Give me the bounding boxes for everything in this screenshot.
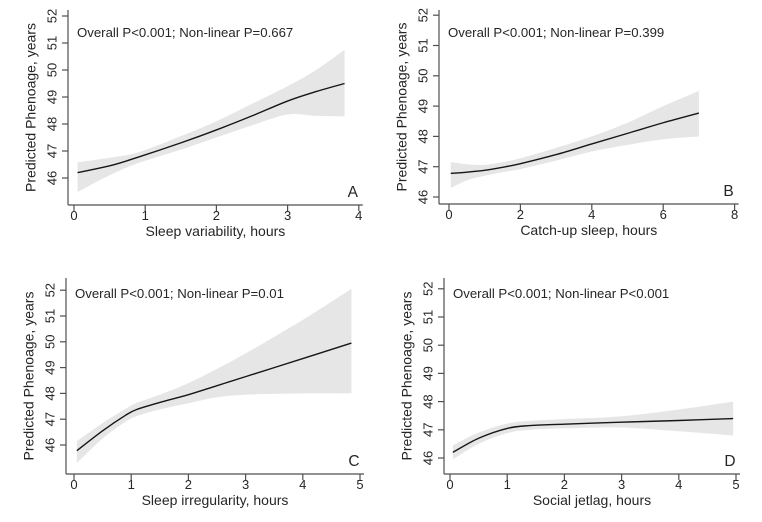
panel-c: 46 47 48 49 50 51 52 0 1 2 3 4 5 Sleep irregularity, … <box>0 261 381 522</box>
y-axis-tick-label: 50 <box>44 63 59 77</box>
x-axis-tick-label: 2 <box>561 477 568 492</box>
confidence-band <box>76 288 352 464</box>
panel-a-chart: 46 47 48 49 50 51 52 0 1 2 3 4 Sleep variability, ho… <box>23 9 363 239</box>
x-axis-tick-label: 5 <box>356 477 363 492</box>
x-axis-tick-label: 8 <box>731 207 738 222</box>
y-axis-tick-label: 52 <box>420 282 435 296</box>
y-axis-tick-label: 48 <box>420 394 435 408</box>
panel-a: 46 47 48 49 50 51 52 0 1 2 3 4 Sleep variability, ho… <box>0 0 381 261</box>
y-axis-tick-label: 49 <box>44 90 59 104</box>
y-axis-tick-label: 50 <box>42 335 57 349</box>
panel-d-chart: 46 47 48 49 50 51 52 0 1 2 3 4 5 Social jetlag, hours… <box>399 278 740 508</box>
x-axis-tick-label: 4 <box>588 207 595 222</box>
x-axis-tick-label: 2 <box>517 207 524 222</box>
y-axis-title: Predicted Phenoage, years <box>394 23 410 192</box>
y-axis-title: Predicted Phenoage, years <box>21 292 37 461</box>
x-axis-tick-label: 2 <box>185 477 192 492</box>
y-axis-title: Predicted Phenoage, years <box>399 292 415 461</box>
x-axis-tick-label: 1 <box>128 477 135 492</box>
y-axis-tick-label: 47 <box>415 159 430 173</box>
panel-c-chart: 46 47 48 49 50 51 52 0 1 2 3 4 5 Sleep irregularity, … <box>21 278 364 508</box>
panel-letter: D <box>724 453 735 470</box>
panel-letter: C <box>348 453 359 470</box>
x-axis-tick-label: 3 <box>242 477 249 492</box>
panel-d: 46 47 48 49 50 51 52 0 1 2 3 4 5 Social jetlag, hours… <box>381 261 762 522</box>
panel-letter: A <box>348 184 359 201</box>
x-axis-tick-label: 6 <box>660 207 667 222</box>
confidence-band <box>452 401 734 460</box>
x-axis-tick-label: 0 <box>446 477 453 492</box>
y-axis-tick-label: 52 <box>415 8 430 22</box>
x-axis-tick-label: 4 <box>299 477 306 492</box>
x-axis-tick-label: 0 <box>70 477 77 492</box>
y-axis-tick-label: 47 <box>42 412 57 426</box>
x-axis-tick-label: 4 <box>355 208 362 223</box>
x-axis-title: Sleep irregularity, hours <box>142 492 289 508</box>
y-axis-tick-label: 48 <box>42 386 57 400</box>
regression-line <box>452 417 734 453</box>
x-axis-tick-label: 3 <box>618 477 625 492</box>
y-axis-tick-label: 48 <box>44 117 59 131</box>
y-axis-tick-label: 49 <box>420 366 435 380</box>
confidence-band <box>77 49 345 193</box>
x-axis-tick-label: 2 <box>213 208 220 223</box>
x-axis-tick-label: 0 <box>70 208 77 223</box>
x-axis-title: Catch-up sleep, hours <box>520 222 657 238</box>
y-axis-tick-label: 47 <box>44 144 59 158</box>
y-axis-tick-label: 52 <box>42 283 57 297</box>
x-axis-tick-label: 0 <box>445 207 452 222</box>
pvalue-annotation: Overall P<0.001; Non-linear P=0.399 <box>448 25 664 40</box>
pvalue-annotation: Overall P<0.001; Non-linear P<0.001 <box>453 286 669 301</box>
y-axis-tick-label: 48 <box>415 129 430 143</box>
regression-line <box>77 82 345 174</box>
x-axis-tick-label: 1 <box>504 477 511 492</box>
x-axis-tick-label: 4 <box>675 477 682 492</box>
regression-line <box>76 342 352 452</box>
y-axis-tick-label: 46 <box>420 451 435 465</box>
confidence-band <box>450 90 699 188</box>
y-axis-tick-label: 47 <box>420 423 435 437</box>
y-axis-tick-label: 50 <box>420 338 435 352</box>
x-axis-title: Sleep variability, hours <box>145 223 285 239</box>
y-axis-title: Predicted Phenoage, years <box>23 23 39 192</box>
x-axis-tick-label: 1 <box>142 208 149 223</box>
y-axis-tick-label: 49 <box>415 99 430 113</box>
y-axis-tick-label: 51 <box>415 38 430 52</box>
y-axis-tick-label: 52 <box>44 9 59 23</box>
pvalue-annotation: Overall P<0.001; Non-linear P=0.667 <box>77 25 293 40</box>
panel-b: 46 47 48 49 50 51 52 0 2 4 6 8 Catch-up sleep, hours… <box>381 0 762 261</box>
y-axis-tick-label: 51 <box>42 309 57 323</box>
panel-letter: B <box>723 183 733 200</box>
x-axis-tick-label: 5 <box>732 477 739 492</box>
y-axis-tick-label: 50 <box>415 69 430 83</box>
x-axis-title: Social jetlag, hours <box>533 492 651 508</box>
pvalue-annotation: Overall P<0.001; Non-linear P=0.01 <box>75 286 284 301</box>
y-axis-tick-label: 49 <box>42 360 57 374</box>
x-axis-tick-label: 3 <box>284 208 291 223</box>
y-axis-tick-label: 46 <box>42 438 57 452</box>
y-axis-tick-label: 51 <box>44 36 59 50</box>
y-axis-tick-label: 46 <box>415 190 430 204</box>
regression-line <box>450 112 700 175</box>
y-axis-tick-label: 46 <box>44 171 59 185</box>
y-axis-tick-label: 51 <box>420 310 435 324</box>
